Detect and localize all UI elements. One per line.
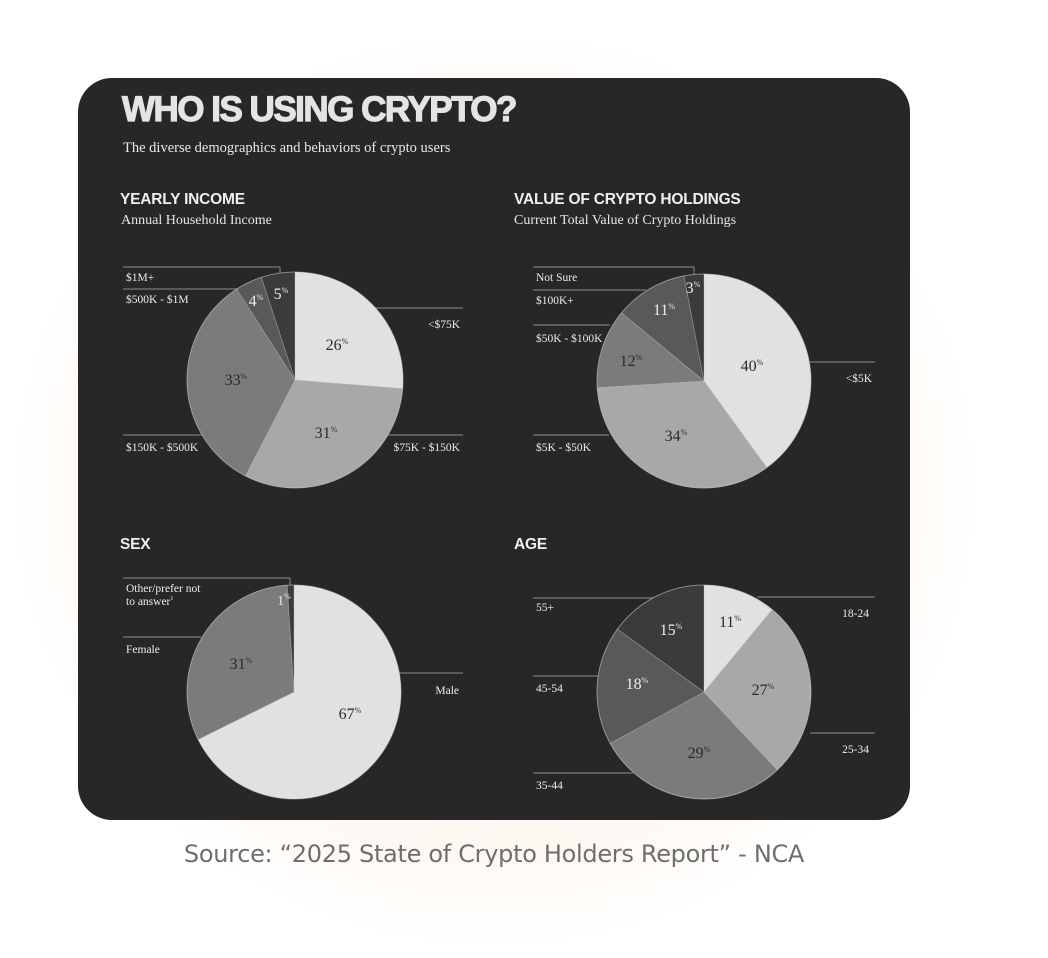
pie-slice xyxy=(197,584,402,800)
age-section-title: AGE xyxy=(514,536,547,553)
sex-section-title: SEX xyxy=(120,536,151,553)
slice-category-label: 35-44 xyxy=(536,780,563,792)
pie-slice xyxy=(186,288,296,477)
pie-slice xyxy=(703,273,812,468)
slice-category-label: $75K - $150K xyxy=(394,441,461,454)
slice-category-label: $1M+ xyxy=(126,271,154,284)
holdings-section-title: VALUE OF CRYPTO HOLDINGS xyxy=(514,191,741,208)
pie-slice xyxy=(260,271,296,381)
pie-rim xyxy=(186,584,402,800)
slice-category-label: 55+ xyxy=(536,602,554,614)
slice-category-label: 25-34 xyxy=(842,744,869,756)
pie-slice xyxy=(703,584,773,693)
slice-category-label: to answer1 xyxy=(126,596,173,608)
income-section-title: YEARLY INCOME xyxy=(120,191,245,208)
pie-slice xyxy=(245,379,403,489)
pie-slice xyxy=(621,275,705,382)
pie-slice xyxy=(294,271,404,389)
slice-category-label: Other/prefer not xyxy=(126,583,201,595)
income-pie-chart: $1M+ $500K - $1M $150K - $500K <$75K $75K - … xyxy=(123,266,463,489)
holdings-section-subtitle: Current Total Value of Crypto Holdings xyxy=(514,213,737,228)
slice-category-label: Female xyxy=(126,644,160,656)
slice-category-label: $5K - $50K xyxy=(536,441,592,454)
slice-category-label: $100K+ xyxy=(536,294,574,307)
slice-category-label: $50K - $100K xyxy=(536,332,603,345)
slice-category-label: $150K - $500K xyxy=(126,441,199,454)
income-section-subtitle: Annual Household Income xyxy=(121,213,272,228)
pie-rim xyxy=(186,271,404,489)
pie-slice xyxy=(617,584,705,693)
pie-slice xyxy=(683,273,705,382)
slice-category-label: <$5K xyxy=(846,372,873,385)
slice-category-label: $500K - $1M xyxy=(126,293,189,306)
slice-category-label: 45-54 xyxy=(536,683,563,695)
slice-category-label: Not Sure xyxy=(536,272,577,284)
pie-slice xyxy=(286,584,295,693)
page-title: WHO IS USING CRYPTO? xyxy=(121,89,518,129)
source-caption: Source: “2025 State of Crypto Holders Re… xyxy=(183,840,805,868)
page-subtitle: The diverse demographics and behaviors o… xyxy=(123,140,451,156)
slice-category-label: Male xyxy=(435,685,459,697)
pie-slice xyxy=(596,628,705,744)
pie-rim xyxy=(596,584,812,800)
pie-slice xyxy=(703,609,812,771)
pie-slice xyxy=(186,584,295,740)
holdings-pie-chart: Not Sure $100K+ $50K - $100K $5K - $50K <$5K… xyxy=(533,266,875,489)
pie-rim xyxy=(596,273,812,489)
pie-slice xyxy=(596,380,768,489)
slice-category-label: 18-24 xyxy=(842,608,869,620)
pie-slice xyxy=(596,312,705,389)
pie-slice xyxy=(609,691,778,800)
slice-category-label: <$75K xyxy=(428,318,461,331)
